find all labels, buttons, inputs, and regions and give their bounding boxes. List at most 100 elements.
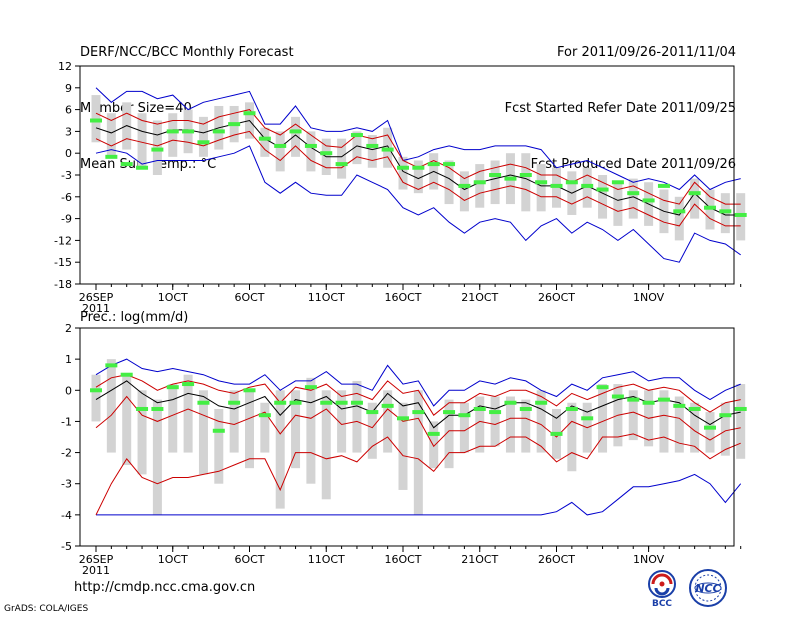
forecast-period: For 2011/09/26-2011/11/04: [557, 45, 736, 60]
median-mark: [673, 403, 686, 408]
ensemble-box: [106, 113, 116, 157]
median-mark: [258, 413, 271, 418]
median-mark: [90, 118, 102, 123]
y-tick-label: -5: [61, 540, 72, 553]
y-tick-label: 1: [65, 353, 72, 366]
ensemble-box: [168, 384, 178, 453]
y-tick-label: 9: [65, 82, 72, 95]
median-mark: [120, 162, 133, 167]
y-tick-label: -12: [54, 234, 72, 247]
ensemble-box: [705, 412, 715, 453]
median-mark: [136, 165, 149, 170]
median-mark: [719, 209, 732, 214]
median-mark: [320, 400, 333, 405]
median-mark: [258, 136, 271, 141]
median-mark: [535, 400, 548, 405]
median-mark: [596, 385, 609, 390]
median-mark: [228, 400, 241, 405]
median-mark: [212, 428, 225, 433]
ensemble-box: [337, 138, 347, 179]
ensemble-box: [275, 390, 285, 509]
median-mark: [366, 143, 379, 148]
median-mark: [581, 183, 594, 188]
ncc-logo-text: NCC: [695, 582, 720, 595]
median-mark: [473, 180, 486, 185]
median-mark: [504, 400, 517, 405]
lower-spread-line: [95, 395, 741, 448]
median-mark: [243, 388, 256, 393]
ensemble-box: [352, 131, 362, 165]
median-mark: [596, 187, 609, 192]
median-mark: [381, 147, 394, 152]
median-mark: [734, 212, 747, 217]
plot-frame: [79, 327, 735, 547]
ensemble-box: [260, 402, 270, 453]
ncc-logo: NCC: [689, 569, 727, 607]
ensemble-box: [505, 396, 515, 453]
median-mark: [136, 406, 149, 411]
ensemble-box: [720, 402, 730, 456]
median-mark: [366, 410, 379, 415]
ensemble-box: [475, 164, 485, 208]
y-tick-label: -4: [61, 509, 72, 522]
median-mark: [197, 140, 210, 145]
y-tick-label: -3: [61, 169, 72, 182]
ensemble-box: [198, 116, 208, 157]
median-mark: [519, 406, 532, 411]
x-tick-label: 1NOV: [633, 553, 665, 566]
median-mark: [734, 406, 747, 411]
ensemble-box: [674, 396, 684, 453]
y-tick-label: 0: [65, 147, 72, 160]
median-mark: [197, 400, 210, 405]
source-url[interactable]: http://cmdp.ncc.cma.gov.cn: [74, 580, 256, 595]
x-tick-label: 21OCT: [461, 553, 498, 566]
median-mark: [458, 183, 471, 188]
max-line: [95, 87, 741, 191]
extreme-low-line: [96, 473, 742, 516]
median-mark: [489, 173, 502, 177]
median-mark: [320, 151, 333, 156]
ensemble-box: [398, 402, 408, 490]
x-tick-label: 1NOV: [633, 291, 665, 304]
median-mark: [335, 400, 348, 405]
ensemble-box: [628, 178, 638, 219]
ensemble-box: [137, 390, 147, 475]
x-tick-label: 21OCT: [461, 291, 498, 304]
ensemble-box: [690, 178, 700, 219]
x-tick-label: 6OCT: [234, 291, 264, 304]
lower-spread-line: [95, 130, 741, 227]
ensemble-box: [245, 390, 254, 469]
ensemble-box: [413, 390, 423, 515]
precip-panel-title: Prec.: log(mm/d): [80, 310, 188, 325]
median-mark: [688, 191, 701, 196]
x-tick-label: 1OCT: [158, 291, 188, 304]
y-tick-label: 0: [65, 384, 72, 397]
x-tick-label: 26OCT: [538, 291, 575, 304]
y-tick-label: -18: [54, 278, 72, 291]
y-tick-label: -3: [61, 478, 72, 491]
median-mark: [166, 129, 179, 134]
ensemble-box: [260, 127, 270, 157]
ensemble-box: [690, 402, 700, 453]
median-mark: [704, 205, 716, 210]
x-tick-label: 26SEP: [79, 291, 114, 304]
median-mark: [289, 129, 302, 134]
refer-date: Fcst Started Refer Date 2011/09/25: [504, 101, 736, 116]
median-mark: [657, 397, 670, 402]
x-tick-label: 11OCT: [308, 553, 345, 566]
y-tick-label: 12: [58, 60, 72, 73]
median-mark: [243, 111, 256, 116]
upper-spread-line: [95, 374, 741, 416]
ensemble-box: [490, 160, 500, 205]
x-tick-label: 11OCT: [308, 291, 345, 304]
median-mark: [581, 416, 594, 421]
min-line: [95, 145, 741, 263]
ensemble-box: [275, 131, 285, 172]
max-line: [95, 358, 741, 407]
y-tick-label: -1: [61, 415, 72, 428]
median-mark: [397, 165, 409, 170]
ensemble-box: [475, 396, 485, 453]
median-mark: [489, 410, 502, 415]
ensemble-box: [521, 399, 531, 453]
ensemble-box: [567, 402, 577, 472]
